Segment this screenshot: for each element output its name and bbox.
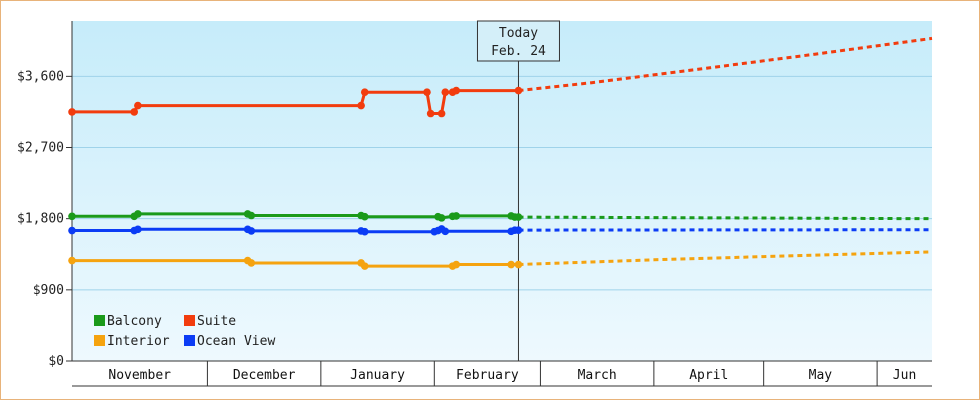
suite-point <box>427 110 435 118</box>
plot-background <box>72 21 932 361</box>
balcony-point <box>452 212 460 220</box>
y-tick-label: $2,700 <box>17 141 64 156</box>
legend-swatch-balcony <box>94 315 105 326</box>
interior-point <box>452 261 460 269</box>
suite-point <box>361 88 369 96</box>
balcony-point <box>515 213 523 221</box>
today-date: Feb. 24 <box>491 44 546 59</box>
legend-label-suite: Suite <box>197 314 236 329</box>
y-tick-label: $900 <box>33 283 64 298</box>
month-label: May <box>809 368 833 383</box>
month-label: Jun <box>893 368 916 383</box>
suite-point <box>357 102 365 110</box>
ocean-view-point <box>134 226 142 234</box>
legend-swatch-ocean-view <box>184 335 195 346</box>
balcony-point <box>361 213 369 221</box>
interior-point <box>248 259 256 267</box>
interior-point <box>361 262 369 270</box>
balcony-point <box>438 214 446 222</box>
ocean-view-point <box>441 228 449 236</box>
today-label: Today <box>499 26 538 41</box>
interior-point <box>515 261 523 269</box>
month-label: April <box>689 368 728 383</box>
month-label: November <box>108 368 171 383</box>
y-tick-label: $1,800 <box>17 212 64 227</box>
legend-swatch-interior <box>94 335 105 346</box>
suite-point <box>441 88 449 96</box>
balcony-point <box>248 212 256 220</box>
suite-point <box>438 110 446 118</box>
ocean-view-point <box>68 227 76 235</box>
y-tick-label: $0 <box>48 354 64 369</box>
interior-point <box>507 261 515 269</box>
ocean-view-point <box>515 226 523 234</box>
suite-point <box>423 88 431 96</box>
interior-point <box>68 257 76 265</box>
y-tick-label: $3,600 <box>17 69 64 84</box>
suite-point <box>134 102 142 110</box>
legend-label-interior: Interior <box>107 334 170 349</box>
month-label: January <box>350 368 405 383</box>
ocean-view-point <box>361 228 369 236</box>
month-label: February <box>456 368 519 383</box>
legend-label-ocean-view: Ocean View <box>197 334 275 349</box>
suite-point <box>452 87 460 95</box>
legend-swatch-suite <box>184 315 195 326</box>
month-label: March <box>578 368 617 383</box>
suite-point <box>68 108 76 116</box>
month-label: December <box>233 368 296 383</box>
balcony-point <box>68 213 76 221</box>
balcony-point <box>134 210 142 218</box>
suite-point <box>515 87 523 95</box>
ocean-view-point <box>248 227 256 235</box>
legend-label-balcony: Balcony <box>107 314 162 329</box>
